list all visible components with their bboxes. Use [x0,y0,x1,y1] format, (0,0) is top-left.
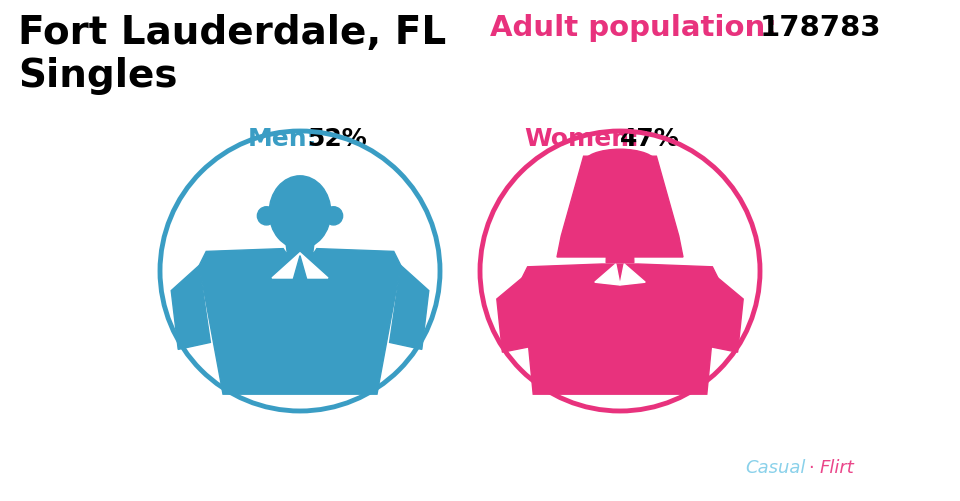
Polygon shape [606,222,634,263]
Text: Adult population:: Adult population: [490,14,777,42]
Polygon shape [557,157,683,258]
Text: 178783: 178783 [760,14,881,42]
Text: Men:: Men: [248,127,318,151]
Text: Casual: Casual [745,458,805,476]
Polygon shape [171,266,210,350]
Polygon shape [620,265,645,286]
Circle shape [324,207,343,225]
Polygon shape [291,256,309,330]
Polygon shape [272,254,328,279]
Polygon shape [522,265,718,394]
Text: 47%: 47% [620,127,680,151]
Text: Flirt: Flirt [820,458,854,476]
Text: Singles: Singles [18,57,178,95]
Polygon shape [709,279,743,353]
Text: Fort Lauderdale, FL: Fort Lauderdale, FL [18,14,446,52]
Polygon shape [200,249,401,394]
Ellipse shape [584,150,657,178]
Text: Women:: Women: [524,127,639,151]
Ellipse shape [592,168,648,229]
Polygon shape [286,243,314,255]
Text: 52%: 52% [307,127,367,151]
Ellipse shape [269,176,331,249]
Text: ·: · [808,458,814,476]
Polygon shape [497,279,530,353]
Polygon shape [390,266,429,350]
Circle shape [257,207,276,225]
Polygon shape [595,265,620,286]
